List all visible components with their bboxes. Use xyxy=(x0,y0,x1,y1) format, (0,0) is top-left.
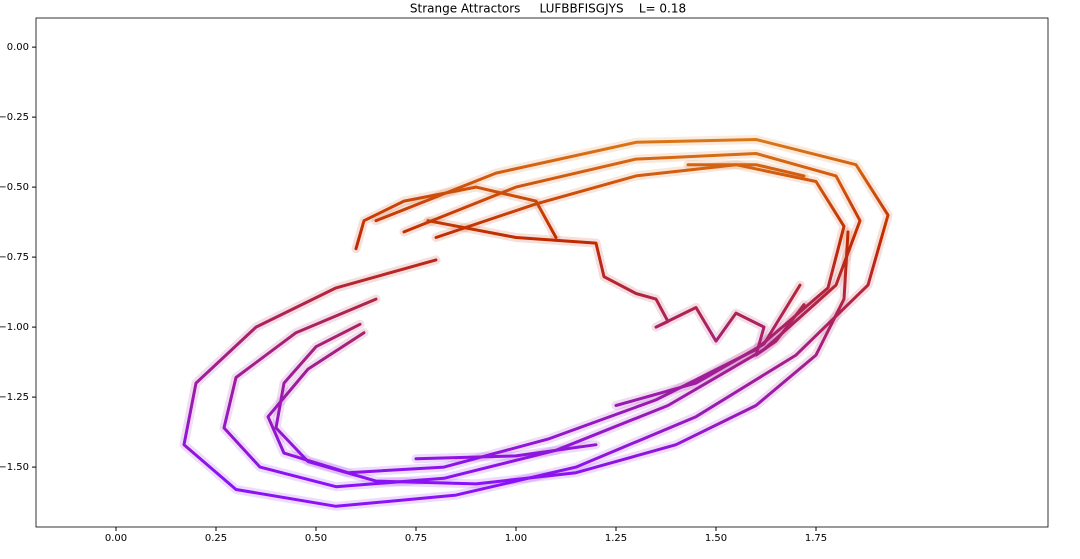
x-tick-label: 0.25 xyxy=(205,533,227,544)
x-tick-label: 0.75 xyxy=(405,533,427,544)
y-tick-label: −1.25 xyxy=(0,392,29,403)
y-tick-label: −0.25 xyxy=(0,112,29,123)
x-tick-label: 1.00 xyxy=(505,533,527,544)
y-tick-label: −1.00 xyxy=(0,322,29,333)
x-tick-label: 1.25 xyxy=(605,533,627,544)
chart-title: Strange Attractors LUFBBFISGJYS L= 0.18 xyxy=(410,2,686,16)
attractor-strand xyxy=(354,185,558,251)
y-tick-label: −0.75 xyxy=(0,252,29,263)
x-tick-label: 1.75 xyxy=(805,533,827,544)
attractor-strand xyxy=(686,163,806,178)
attractor-strand xyxy=(414,443,598,461)
attractor-strand xyxy=(222,152,862,489)
plot-frame xyxy=(35,17,1049,528)
y-tick-label: −0.50 xyxy=(0,182,29,193)
attractor-strand xyxy=(274,230,850,486)
attractor-halo xyxy=(423,216,809,360)
y-tick-label: 0.00 xyxy=(7,42,29,53)
x-tick-label: 0.00 xyxy=(105,533,127,544)
attractor-strand xyxy=(426,219,806,357)
y-tick-label: −1.50 xyxy=(0,462,29,473)
attractor-strand xyxy=(266,163,846,475)
x-tick-label: 1.50 xyxy=(705,533,727,544)
attractor-strand xyxy=(182,138,890,508)
attractor-halo xyxy=(263,160,849,478)
x-tick-label: 0.50 xyxy=(305,533,327,544)
attractor-strand xyxy=(614,283,802,407)
